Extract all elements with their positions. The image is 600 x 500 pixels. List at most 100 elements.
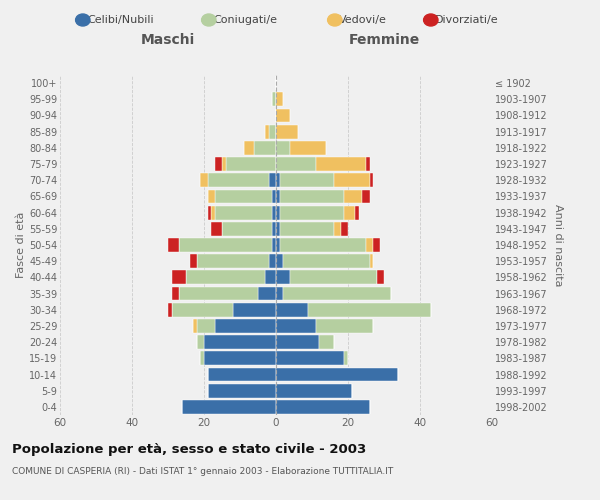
Bar: [276, 141, 290, 154]
Bar: [341, 222, 348, 235]
Text: COMUNE DI CASPERIA (RI) - Dati ISTAT 1° gennaio 2003 - Elaborazione TUTTITALIA.I: COMUNE DI CASPERIA (RI) - Dati ISTAT 1° …: [12, 468, 393, 476]
Bar: [269, 125, 276, 138]
Bar: [197, 319, 215, 333]
Bar: [276, 352, 344, 365]
Bar: [168, 238, 179, 252]
Bar: [197, 336, 204, 349]
Bar: [272, 92, 276, 106]
Bar: [280, 190, 344, 203]
Bar: [316, 157, 366, 171]
Bar: [265, 270, 276, 284]
Bar: [373, 238, 380, 252]
Bar: [276, 336, 319, 349]
Bar: [258, 286, 276, 300]
Bar: [208, 384, 276, 398]
Bar: [283, 286, 391, 300]
Bar: [290, 141, 326, 154]
Bar: [276, 400, 370, 414]
Bar: [186, 270, 265, 284]
Text: Popolazione per età, sesso e stato civile - 2003: Popolazione per età, sesso e stato civil…: [12, 442, 366, 456]
Bar: [222, 222, 272, 235]
Text: Maschi: Maschi: [141, 34, 195, 48]
Bar: [215, 206, 272, 220]
Y-axis label: Fasce di età: Fasce di età: [16, 212, 26, 278]
Bar: [179, 286, 258, 300]
Bar: [172, 303, 233, 316]
Bar: [215, 190, 272, 203]
Bar: [283, 254, 370, 268]
Text: Divorziati/e: Divorziati/e: [435, 15, 499, 25]
Bar: [276, 384, 352, 398]
Bar: [276, 286, 283, 300]
Bar: [344, 190, 362, 203]
Bar: [222, 157, 226, 171]
Bar: [204, 336, 276, 349]
Bar: [276, 368, 398, 382]
Bar: [208, 190, 215, 203]
Bar: [172, 286, 179, 300]
Bar: [276, 157, 316, 171]
Bar: [276, 303, 308, 316]
Bar: [208, 206, 211, 220]
Bar: [200, 352, 204, 365]
Bar: [280, 174, 334, 187]
Bar: [366, 157, 370, 171]
Bar: [280, 206, 344, 220]
Bar: [265, 125, 269, 138]
Bar: [334, 174, 370, 187]
Bar: [276, 222, 280, 235]
Bar: [211, 222, 222, 235]
Bar: [272, 206, 276, 220]
Bar: [226, 157, 276, 171]
Bar: [168, 303, 172, 316]
Bar: [272, 190, 276, 203]
Bar: [370, 174, 373, 187]
Bar: [197, 254, 269, 268]
Bar: [290, 270, 377, 284]
Bar: [179, 238, 272, 252]
Bar: [254, 141, 276, 154]
Bar: [276, 92, 283, 106]
Bar: [272, 238, 276, 252]
Bar: [276, 125, 298, 138]
Bar: [276, 254, 283, 268]
Bar: [344, 352, 348, 365]
Bar: [190, 254, 197, 268]
Bar: [215, 319, 276, 333]
Bar: [276, 319, 316, 333]
Bar: [334, 222, 341, 235]
Text: Femmine: Femmine: [349, 34, 419, 48]
Bar: [370, 254, 373, 268]
Bar: [377, 270, 384, 284]
Bar: [244, 141, 254, 154]
Bar: [276, 174, 280, 187]
Bar: [276, 206, 280, 220]
Y-axis label: Anni di nascita: Anni di nascita: [553, 204, 563, 286]
Bar: [193, 319, 197, 333]
Bar: [276, 108, 290, 122]
Bar: [272, 222, 276, 235]
Text: Vedovi/e: Vedovi/e: [339, 15, 387, 25]
Bar: [208, 368, 276, 382]
Bar: [366, 238, 373, 252]
Text: Celibi/Nubili: Celibi/Nubili: [87, 15, 154, 25]
Bar: [211, 206, 215, 220]
Bar: [208, 174, 269, 187]
Bar: [308, 303, 431, 316]
Bar: [182, 400, 276, 414]
Bar: [355, 206, 359, 220]
Bar: [276, 238, 280, 252]
Bar: [316, 319, 373, 333]
Bar: [200, 174, 208, 187]
Bar: [172, 270, 186, 284]
Bar: [204, 352, 276, 365]
Bar: [319, 336, 334, 349]
Bar: [215, 157, 222, 171]
Bar: [344, 206, 355, 220]
Bar: [280, 238, 366, 252]
Bar: [276, 190, 280, 203]
Bar: [269, 254, 276, 268]
Bar: [233, 303, 276, 316]
Bar: [269, 174, 276, 187]
Bar: [276, 270, 290, 284]
